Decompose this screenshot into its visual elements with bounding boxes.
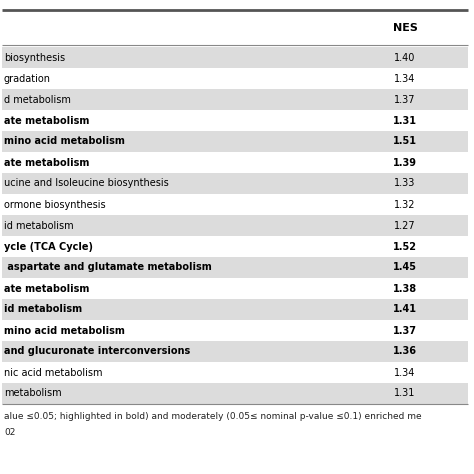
Text: metabolism: metabolism <box>4 389 62 399</box>
Text: 1.38: 1.38 <box>393 283 417 293</box>
Bar <box>2 383 468 404</box>
Bar <box>2 173 468 194</box>
Text: ucine and Isoleucine biosynthesis: ucine and Isoleucine biosynthesis <box>4 179 169 189</box>
Bar <box>2 89 468 110</box>
Text: ate metabolism: ate metabolism <box>4 116 90 126</box>
Text: nic acid metabolism: nic acid metabolism <box>4 367 102 377</box>
Text: 1.40: 1.40 <box>394 53 416 63</box>
Text: aspartate and glutamate metabolism: aspartate and glutamate metabolism <box>4 263 212 273</box>
Text: d metabolism: d metabolism <box>4 94 71 104</box>
Text: 1.31: 1.31 <box>393 116 417 126</box>
Text: 1.31: 1.31 <box>394 389 416 399</box>
Text: 1.34: 1.34 <box>394 73 416 83</box>
Text: 1.33: 1.33 <box>394 179 416 189</box>
Text: mino acid metabolism: mino acid metabolism <box>4 137 125 146</box>
Bar <box>2 257 468 278</box>
Text: id metabolism: id metabolism <box>4 304 82 315</box>
Bar <box>2 215 468 236</box>
Text: 02: 02 <box>4 428 15 437</box>
Text: 1.51: 1.51 <box>393 137 417 146</box>
Text: 1.37: 1.37 <box>393 326 417 336</box>
Text: 1.36: 1.36 <box>393 346 417 356</box>
Text: 1.37: 1.37 <box>394 94 416 104</box>
Text: ormone biosynthesis: ormone biosynthesis <box>4 200 106 210</box>
Text: ate metabolism: ate metabolism <box>4 157 90 167</box>
Bar <box>2 47 468 68</box>
Text: 1.39: 1.39 <box>393 157 417 167</box>
Text: ycle (TCA Cycle): ycle (TCA Cycle) <box>4 241 93 252</box>
Text: biosynthesis: biosynthesis <box>4 53 65 63</box>
Text: ate metabolism: ate metabolism <box>4 283 90 293</box>
Text: mino acid metabolism: mino acid metabolism <box>4 326 125 336</box>
Text: 1.45: 1.45 <box>393 263 417 273</box>
Text: 1.34: 1.34 <box>394 367 416 377</box>
Text: 1.41: 1.41 <box>393 304 417 315</box>
Text: and glucuronate interconversions: and glucuronate interconversions <box>4 346 190 356</box>
Bar <box>2 299 468 320</box>
Text: 1.52: 1.52 <box>393 241 417 252</box>
Text: alue ≤0.05; highlighted in bold) and moderately (0.05≤ nominal p-value ≤0.1) enr: alue ≤0.05; highlighted in bold) and mod… <box>4 412 422 421</box>
Bar <box>2 131 468 152</box>
Text: id metabolism: id metabolism <box>4 220 73 230</box>
Text: 1.32: 1.32 <box>394 200 416 210</box>
Bar <box>2 341 468 362</box>
Text: gradation: gradation <box>4 73 51 83</box>
Text: 1.27: 1.27 <box>394 220 416 230</box>
Text: NES: NES <box>392 22 418 33</box>
